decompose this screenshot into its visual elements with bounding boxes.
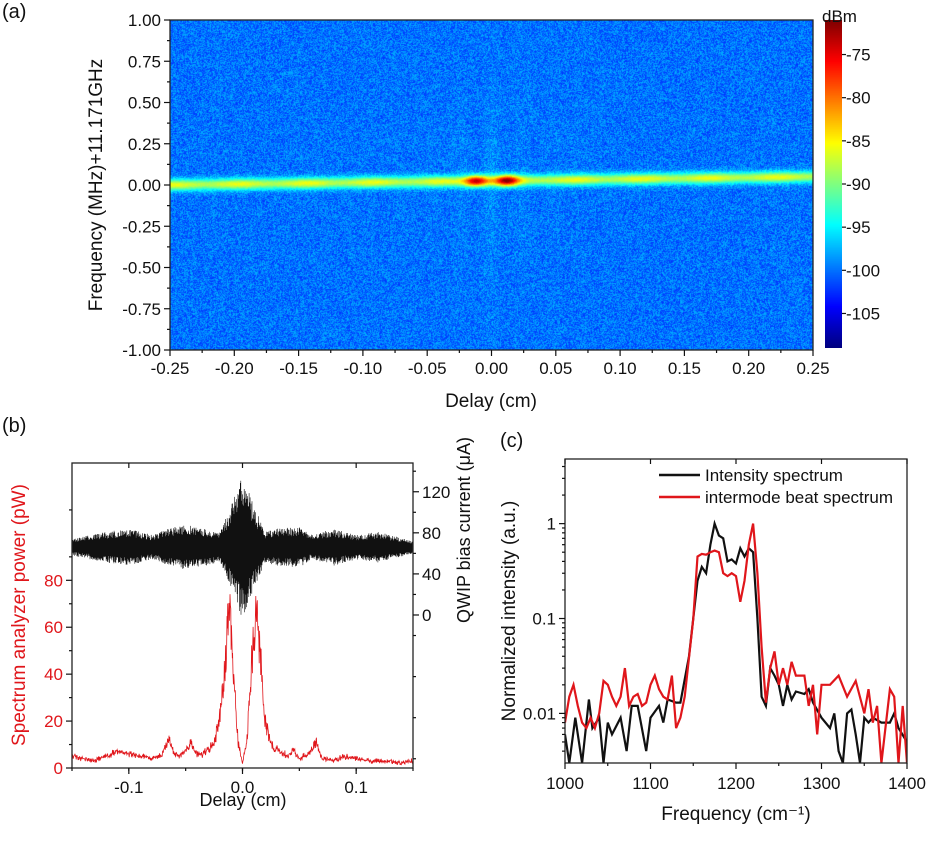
x-tick-label-a: 0.25 bbox=[796, 359, 829, 378]
y-tick-label-a: 0.25 bbox=[128, 135, 161, 154]
y-tick-label-c: 1 bbox=[547, 515, 556, 534]
colorbar-label: dBm bbox=[822, 7, 857, 26]
x-tick-label-a: 0.15 bbox=[668, 359, 701, 378]
y-left-tick-label-b: 60 bbox=[44, 618, 63, 637]
x-tick-label-a: -0.15 bbox=[279, 359, 318, 378]
colorbar-tick-label: -80 bbox=[846, 89, 871, 108]
y-tick-label-a: 1.00 bbox=[128, 11, 161, 30]
x-tick-label-c: 1400 bbox=[888, 774, 926, 793]
y-axis-label-c: Normalized intensity (a.u.) bbox=[499, 501, 520, 722]
x-tick-label-a: 0.10 bbox=[604, 359, 637, 378]
x-axis-label-a: Delay (cm) bbox=[445, 391, 537, 412]
panel-label-b: (b) bbox=[2, 415, 26, 437]
colorbar-tick-label: -105 bbox=[846, 304, 880, 323]
y-tick-label-a: -1.00 bbox=[122, 341, 161, 360]
colorbar-tick-label: -85 bbox=[846, 132, 871, 151]
y-tick-label-a: -0.25 bbox=[122, 217, 161, 236]
panel-label-c: (c) bbox=[500, 430, 523, 452]
y-right-axis-label-b: QWIP bias current (μA) bbox=[454, 437, 474, 623]
colorbar-tick-label: -95 bbox=[846, 218, 871, 237]
series-spectrum-power-line bbox=[71, 594, 414, 766]
x-tick-label-b: 0.0 bbox=[231, 778, 255, 797]
x-tick-label-c: 1000 bbox=[546, 774, 584, 793]
legend-label: intermode beat spectrum bbox=[705, 488, 893, 507]
y-tick-label-a: -0.50 bbox=[122, 259, 161, 278]
legend-label: Intensity spectrum bbox=[705, 466, 843, 485]
y-tick-label-a: 0.75 bbox=[128, 52, 161, 71]
y-left-tick-label-b: 0 bbox=[54, 759, 63, 778]
x-tick-label-a: -0.20 bbox=[215, 359, 254, 378]
series-intermode-beat-line bbox=[565, 523, 907, 763]
x-tick-label-a: 0.05 bbox=[539, 359, 572, 378]
x-axis-label-b: Delay (cm) bbox=[199, 790, 286, 810]
y-axis-label-a: Frequency (MHz)+11.171GHz bbox=[86, 59, 107, 312]
x-axis-label-c: Frequency (cm⁻¹) bbox=[661, 804, 810, 825]
x-tick-label-a: -0.05 bbox=[408, 359, 447, 378]
x-tick-label-a: 0.00 bbox=[475, 359, 508, 378]
series-intensity-line bbox=[565, 519, 907, 763]
heatmap-image bbox=[170, 20, 813, 350]
y-right-tick-label-b: 80 bbox=[422, 524, 441, 543]
y-right-tick-label-b: 40 bbox=[422, 565, 441, 584]
x-tick-label-c: 1100 bbox=[632, 774, 669, 793]
colorbar-tick-label: -90 bbox=[846, 175, 871, 194]
y-tick-label-a: -0.75 bbox=[122, 300, 161, 319]
y-tick-label-c: 0.01 bbox=[523, 704, 556, 723]
y-left-tick-label-b: 20 bbox=[44, 712, 63, 731]
y-tick-label-c: 0.1 bbox=[532, 610, 556, 629]
y-left-axis-label-b: Spectrum analyzer power (pW) bbox=[9, 484, 30, 746]
x-tick-label-b: -0.1 bbox=[114, 778, 143, 797]
panel-label-a: (a) bbox=[2, 1, 26, 23]
x-tick-label-a: 0.20 bbox=[732, 359, 765, 378]
y-tick-label-a: 0.00 bbox=[128, 176, 161, 195]
x-tick-label-a: -0.10 bbox=[344, 359, 383, 378]
y-tick-label-a: 0.50 bbox=[128, 94, 161, 113]
x-tick-label-c: 1300 bbox=[803, 774, 841, 793]
y-left-tick-label-b: 40 bbox=[44, 665, 63, 684]
series-qwip-current-line bbox=[71, 480, 414, 615]
x-tick-label-a: -0.25 bbox=[151, 359, 190, 378]
y-right-tick-label-b: 0 bbox=[422, 606, 431, 625]
y-right-tick-label-b: 120 bbox=[422, 483, 450, 502]
x-tick-label-b: 0.1 bbox=[344, 778, 368, 797]
colorbar-tick-label: -100 bbox=[846, 261, 880, 280]
colorbar-tick-label: -75 bbox=[846, 46, 871, 65]
x-tick-label-c: 1200 bbox=[717, 774, 755, 793]
y-left-tick-label-b: 80 bbox=[44, 571, 63, 590]
plot-frame-a bbox=[169, 19, 814, 351]
colorbar-gradient bbox=[825, 20, 842, 348]
